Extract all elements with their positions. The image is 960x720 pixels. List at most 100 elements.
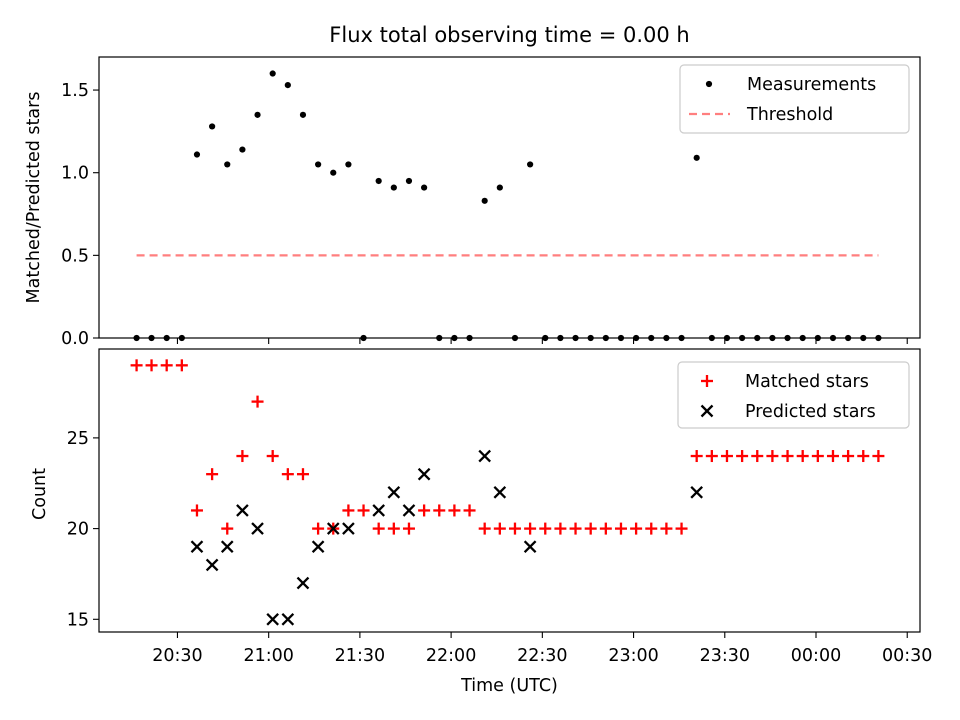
measurement-point	[209, 123, 216, 130]
matched-stars-point	[418, 504, 431, 517]
matched-stars-point	[796, 450, 809, 463]
measurement-point	[239, 146, 246, 153]
matched-stars-point	[145, 359, 158, 372]
matched-stars-point	[266, 450, 279, 463]
measurement-point	[299, 111, 307, 118]
measurement-point	[224, 161, 231, 168]
counts-panel-y-tick-label: 15	[67, 610, 89, 630]
matched-stars-point	[190, 504, 203, 517]
matched-stars-point	[493, 522, 506, 535]
counts-panel-legend-box	[677, 361, 910, 429]
matched-stars-point	[524, 522, 537, 535]
matched-stars-point	[508, 522, 521, 535]
counts-panel-ylabel: Count	[30, 468, 50, 520]
x-tick-label: 00:00	[791, 646, 841, 666]
matched-stars-point	[357, 504, 370, 517]
predicted-stars-point	[402, 504, 416, 517]
matched-stars-point	[569, 522, 582, 535]
counts-panel-legend: Matched stars Predicted stars	[677, 361, 910, 429]
x-tick-label: 21:30	[335, 646, 385, 666]
measurement-point	[345, 161, 352, 168]
matched-stars-point	[720, 450, 733, 463]
predicted-stars-point	[493, 486, 507, 499]
x-tick-label: 20:30	[152, 646, 202, 666]
matched-stars-point	[630, 522, 643, 535]
matched-stars-point	[478, 522, 491, 535]
matched-stars-point	[372, 522, 385, 535]
matched-stars-point	[826, 450, 839, 463]
counts-panel-y-tick-label: 25	[67, 429, 89, 449]
predicted-stars-point	[266, 612, 280, 626]
counts-panel-legend-handle	[701, 375, 713, 387]
chart-title: Flux total observing time = 0.00 h	[329, 23, 689, 47]
ratio-panel-y-tick-label: 0.0	[61, 329, 89, 349]
ratio-panel-y-tick-label: 0.5	[61, 246, 89, 266]
predicted-stars-point	[190, 540, 204, 554]
measurement-point	[315, 161, 322, 168]
predicted-stars-point	[417, 467, 431, 481]
matched-stars-point	[160, 359, 173, 372]
predicted-stars-point	[311, 540, 325, 554]
ratio-panel-y-tick-label: 1.5	[61, 81, 89, 101]
matched-stars-point	[296, 468, 309, 481]
measurement-point	[481, 197, 488, 204]
predicted-stars-point	[251, 522, 264, 535]
measurement-point	[375, 177, 382, 185]
predicted-stars-point	[387, 486, 401, 499]
matched-stars-point	[872, 450, 885, 463]
measurement-point	[193, 151, 201, 158]
matched-stars-point	[175, 359, 188, 372]
predicted-stars-point	[478, 449, 492, 463]
x-tick-label: 23:00	[608, 646, 658, 666]
matched-stars-point	[281, 468, 294, 481]
matched-stars-point	[448, 504, 461, 517]
measurement-point	[390, 184, 397, 191]
measurement-point	[496, 184, 503, 191]
matched-stars-point	[736, 450, 749, 463]
matched-stars-point	[766, 450, 779, 463]
x-tick-label: 00:30	[882, 646, 932, 666]
ratio-panel-legend-box	[679, 64, 910, 134]
measurement-point	[527, 161, 534, 168]
measurement-point	[254, 111, 261, 118]
ratio-panel-legend-handle	[705, 80, 713, 88]
matched-stars-point	[342, 504, 355, 517]
predicted-stars-point	[690, 486, 704, 499]
x-tick-label: 22:30	[517, 646, 567, 666]
matched-stars-point	[312, 522, 325, 535]
x-tick-label: 22:00	[426, 646, 476, 666]
matched-stars-point	[614, 522, 627, 535]
matched-stars-point	[433, 504, 446, 517]
counts-panel-marks	[130, 359, 885, 626]
matched-stars-point	[645, 522, 658, 535]
measurement-point	[421, 184, 428, 191]
matched-stars-point	[781, 450, 794, 463]
matched-stars-point	[857, 450, 870, 463]
measurement-point	[405, 177, 413, 185]
matched-stars-point	[463, 504, 476, 517]
matched-stars-point	[599, 522, 612, 535]
counts-panel-frame	[98, 348, 921, 633]
matched-stars-point	[751, 450, 764, 463]
predicted-stars-point	[205, 558, 219, 572]
ratio-panel-y-axis: 0.0 0.5 1.0 1.5	[61, 81, 99, 349]
measurement-point	[330, 169, 337, 176]
matched-stars-point	[675, 522, 688, 535]
matched-stars-point	[206, 468, 219, 481]
predicted-stars-point	[296, 576, 310, 590]
matched-stars-point	[402, 522, 415, 535]
ratio-panel-legend-label: Measurements	[747, 75, 876, 95]
counts-panel: 15 20 25 Count Matched stars Predicted star…	[30, 348, 921, 633]
x-axis: 20:30 21:00 21:30 22:00 22:30 23:00 23:30 00:00…	[152, 338, 932, 666]
counts-panel-legend-label: Predicted stars	[745, 402, 876, 422]
x-tick-label: 21:00	[243, 646, 293, 666]
matched-stars-point	[251, 395, 264, 408]
x-axis-label: Time (UTC)	[460, 676, 558, 696]
counts-panel-y-tick-label: 20	[67, 520, 89, 540]
matched-stars-point	[387, 522, 400, 535]
matched-stars-point	[842, 450, 855, 463]
predicted-stars-point	[372, 504, 386, 517]
ratio-panel-legend: Measurements Threshold	[679, 64, 910, 134]
counts-panel-legend-label: Matched stars	[745, 372, 869, 392]
